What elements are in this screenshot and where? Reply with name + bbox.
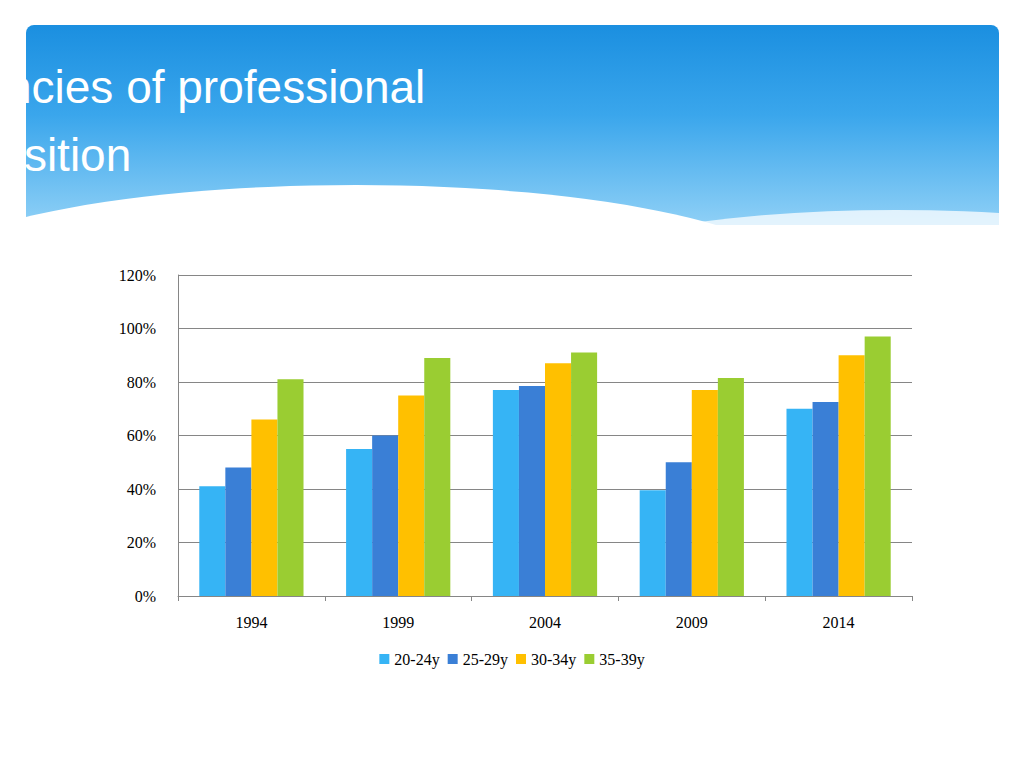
svg-text:20-24y: 20-24y	[394, 651, 439, 669]
svg-text:2009: 2009	[676, 614, 708, 631]
svg-text:Relative expectancies of profe: Relative expectancies of professional	[0, 61, 438, 113]
svg-text:0%: 0%	[135, 588, 156, 605]
svg-text:2004: 2004	[529, 614, 561, 631]
svg-text:30-34y: 30-34y	[531, 651, 576, 669]
svg-text:80%: 80%	[127, 374, 156, 391]
svg-text:100%: 100%	[119, 320, 156, 337]
svg-text:120%: 120%	[119, 267, 156, 284]
svg-text:40%: 40%	[127, 481, 156, 498]
svg-text:25-29y: 25-29y	[463, 651, 508, 669]
svg-text:position: position	[0, 129, 131, 181]
svg-text:2014: 2014	[823, 614, 855, 631]
svg-text:1994: 1994	[235, 614, 267, 631]
svg-text:35-39y: 35-39y	[599, 651, 644, 669]
svg-text:60%: 60%	[127, 427, 156, 444]
svg-text:1999: 1999	[382, 614, 414, 631]
svg-text:20%: 20%	[127, 534, 156, 551]
